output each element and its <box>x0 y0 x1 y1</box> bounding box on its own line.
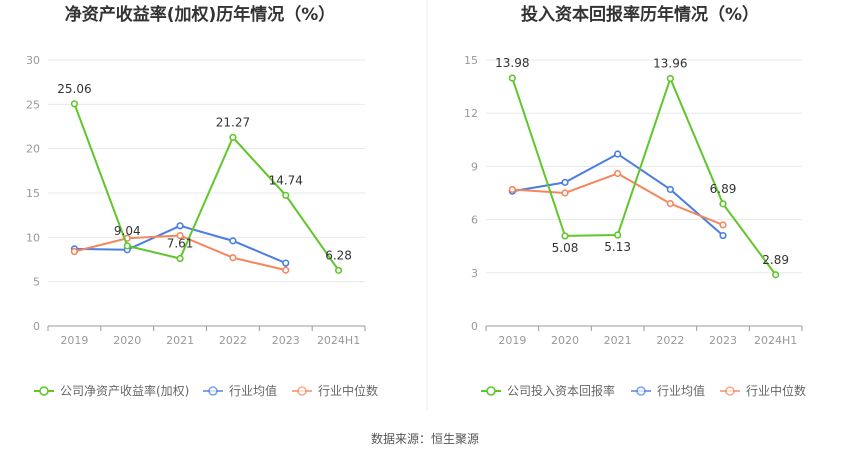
chart2-data-label: 5.13 <box>604 240 631 254</box>
chart2-series-0-point <box>719 200 727 208</box>
chart1-series-1-point <box>229 237 237 245</box>
chart1-x-tick-label: 2021 <box>166 334 194 347</box>
chart1-y-tick-label: 0 <box>33 320 40 333</box>
chart1-series-1-point <box>176 222 184 230</box>
chart1-data-label: 6.28 <box>325 248 352 262</box>
chart1-x-tick-label: 2022 <box>219 334 247 347</box>
chart2-series-0-point <box>508 74 516 82</box>
chart2-series-0-point <box>772 271 780 279</box>
chart1-series-2-point <box>229 254 237 262</box>
chart2-y-tick-label: 15 <box>464 54 478 67</box>
chart1-x-tick-label: 2019 <box>60 334 88 347</box>
chart2-legend-label: 行业中位数 <box>746 383 806 398</box>
chart1-legend-label: 行业均值 <box>229 383 277 398</box>
chart1-series-1-point <box>282 259 290 267</box>
chart1-data-label: 21.27 <box>216 115 250 129</box>
chart2-y-tick-label: 12 <box>464 107 478 120</box>
chart1-legend-label: 公司净资产收益率(加权) <box>60 383 189 398</box>
chart2-y-tick-label: 3 <box>471 267 478 280</box>
data-source-label: 数据来源：恒生聚源 <box>371 431 479 446</box>
chart2-legend-swatch-marker <box>725 386 735 396</box>
chart1-legend-swatch-marker <box>297 386 307 396</box>
chart2-series-0-point <box>561 232 569 240</box>
chart1-y-tick-label: 20 <box>26 143 40 156</box>
chart1-y-tick-label: 10 <box>26 231 40 244</box>
chart2-x-tick-label: 2024H1 <box>754 334 797 347</box>
chart1-series-0-line <box>73 103 340 271</box>
chart1-y-tick-label: 15 <box>26 187 40 200</box>
chart2-series-2-line <box>512 172 724 226</box>
chart2-series-1-point <box>666 185 674 194</box>
chart1-series-0-point <box>282 191 290 199</box>
chart1-title: 净资产收益率(加权)历年情况（%） <box>65 4 336 25</box>
chart2-series-1-point <box>561 178 569 186</box>
chart1-data-label: 25.06 <box>57 82 91 96</box>
chart1-y-tick-label: 5 <box>33 276 40 289</box>
chart1-x-tick-label: 2020 <box>113 334 141 347</box>
chart2-data-label: 5.08 <box>552 241 579 255</box>
chart1-series-0-point <box>176 254 184 263</box>
chart1-series-0-point <box>229 133 237 142</box>
chart2-x-tick-label: 2020 <box>551 334 579 347</box>
chart1-y-tick-label: 25 <box>26 98 40 111</box>
chart1-series-0-point <box>70 100 79 108</box>
chart2-data-label: 2.89 <box>762 253 789 267</box>
chart2-y-tick-label: 6 <box>471 214 478 227</box>
chart1-data-label: 14.74 <box>269 173 303 187</box>
chart1-series-2-point <box>282 266 290 274</box>
chart2-legend-label: 公司投入资本回报率 <box>507 383 615 398</box>
chart1-y-tick-label: 30 <box>26 54 40 67</box>
chart1-legend-swatch-marker <box>208 386 218 396</box>
chart2-series-0-line <box>511 75 777 276</box>
chart1-legend-label: 行业中位数 <box>318 383 378 398</box>
chart1-data-label: 7.61 <box>167 237 194 251</box>
chart1-series-2-point <box>176 231 184 240</box>
chart2-series-0-point <box>614 231 622 239</box>
chart1-series-0-point <box>334 266 343 274</box>
chart2-legend-swatch-marker <box>636 386 646 396</box>
chart1-x-tick-label: 2024H1 <box>317 334 360 347</box>
chart2-x-tick-label: 2023 <box>709 334 737 347</box>
chart1-series-2-point <box>70 247 79 256</box>
chart2-data-label: 13.98 <box>495 56 529 70</box>
chart1-x-tick-label: 2023 <box>272 334 300 347</box>
chart2-x-tick-label: 2021 <box>604 334 632 347</box>
chart2-y-tick-label: 9 <box>471 160 478 173</box>
chart2-series-2-point <box>719 221 727 229</box>
chart2-x-tick-label: 2022 <box>656 334 684 347</box>
chart2-legend-swatch-marker <box>486 386 496 396</box>
chart1-legend-swatch-marker <box>39 386 49 396</box>
chart2-series-2-point <box>666 200 674 208</box>
chart2-data-label: 6.89 <box>710 182 737 196</box>
chart2-series-2-point <box>561 189 569 197</box>
chart2-x-tick-label: 2019 <box>498 334 526 347</box>
chart2-series-1-point <box>719 231 727 240</box>
chart2-y-tick-label: 0 <box>471 320 478 333</box>
chart2-legend-label: 行业均值 <box>657 383 705 398</box>
chart2-series-2-point <box>508 185 516 194</box>
chart2-series-1-point <box>614 150 622 158</box>
chart1-data-label: 9.04 <box>114 224 141 238</box>
chart2-series-2-point <box>614 169 622 178</box>
chart2-data-label: 13.96 <box>653 56 687 70</box>
chart2-series-0-point <box>666 74 674 83</box>
chart2-title: 投入资本回报率历年情况（%） <box>521 4 759 25</box>
chart1-series-0-point <box>123 242 131 250</box>
